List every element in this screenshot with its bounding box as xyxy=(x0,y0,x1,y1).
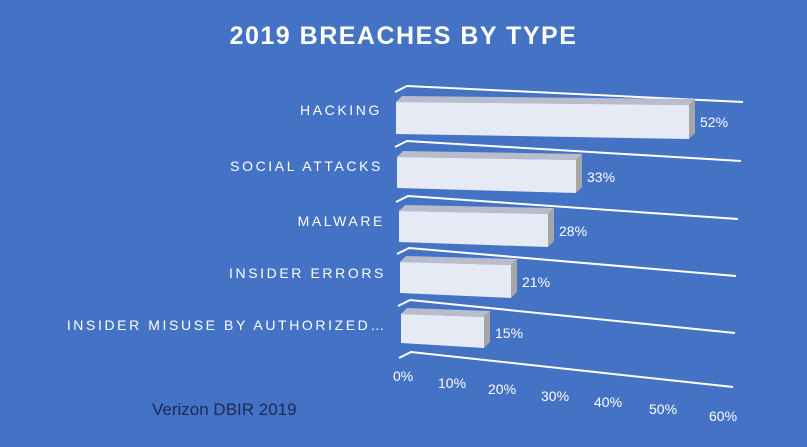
x-tick-label: 0% xyxy=(393,368,414,384)
gridline xyxy=(397,298,736,334)
value-label: 28% xyxy=(559,222,588,239)
value-label: 52% xyxy=(700,114,729,130)
value-label: 15% xyxy=(495,324,524,341)
bar-social-attacks xyxy=(397,151,582,193)
category-label: HACKING xyxy=(300,102,382,118)
x-tick-label: 20% xyxy=(488,381,517,397)
gridline xyxy=(395,194,739,220)
source-annotation: Verizon DBIR 2019 xyxy=(152,400,297,419)
x-tick-label: 50% xyxy=(649,401,678,417)
bar-hacking xyxy=(396,96,695,139)
category-label: INSIDER ERRORS xyxy=(229,264,386,281)
category-label: MALWARE xyxy=(297,212,385,229)
value-label: 21% xyxy=(522,273,551,290)
gridline xyxy=(398,350,734,388)
x-tick-label: 10% xyxy=(438,375,467,391)
bars xyxy=(396,96,695,348)
category-label: INSIDER MISUSE BY AUTHORIZED… xyxy=(66,316,387,333)
gridline xyxy=(394,84,744,103)
x-tick-label: 40% xyxy=(594,394,623,410)
bar-insider-misuse-by-authorized xyxy=(401,308,490,348)
gridline xyxy=(396,246,737,277)
category-label: SOCIAL ATTACKS xyxy=(230,157,383,174)
value-label: 33% xyxy=(587,168,616,185)
x-tick-label: 60% xyxy=(709,408,738,424)
x-tick-label: 30% xyxy=(541,388,570,404)
chart-title: 2019 BREACHES BY TYPE xyxy=(229,22,578,50)
bar-insider-errors xyxy=(400,256,517,298)
bar-malware xyxy=(399,205,554,247)
gridlines xyxy=(394,84,744,388)
gridline xyxy=(394,139,742,162)
